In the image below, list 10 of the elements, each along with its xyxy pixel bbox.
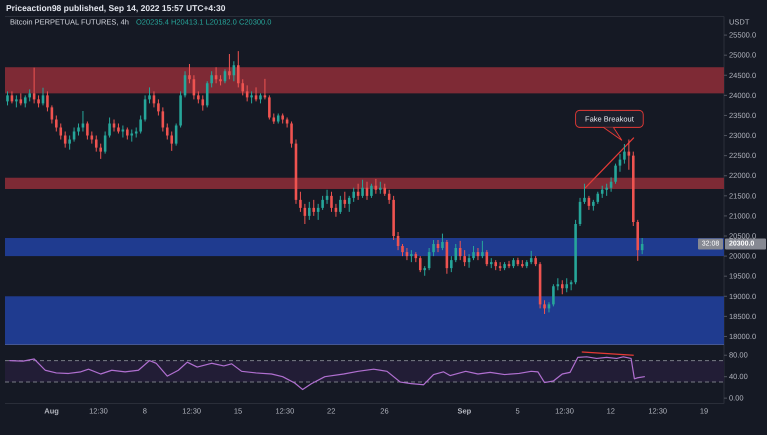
candlestick — [219, 75, 222, 86]
candlestick — [148, 87, 151, 104]
candlestick — [188, 64, 191, 84]
candlestick — [556, 278, 560, 290]
candlestick — [583, 184, 586, 204]
line-series — [9, 356, 645, 390]
candlestick — [264, 78, 266, 100]
text: Priceaction98 published, Sep 14, 2022 15:57 UTC+4:30 — [6, 3, 226, 13]
candlestick — [228, 54, 231, 80]
candlestick — [543, 300, 546, 314]
